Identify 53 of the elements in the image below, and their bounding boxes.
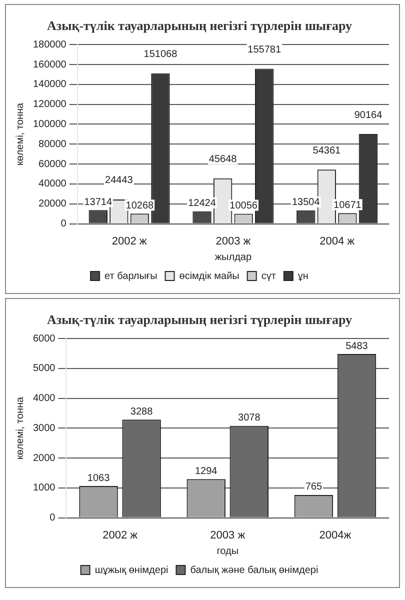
chart-title: Азық-түлік тауарларының негізгі түрлерін шығару — [46, 18, 353, 34]
legend-label: балық және балық өнімдері — [190, 564, 318, 576]
y-tick-label: 180000 — [32, 39, 67, 50]
x-axis-title: годы — [216, 546, 239, 557]
y-tick-label: 2000 — [32, 452, 56, 464]
x-tick-label: 2004ж — [319, 529, 352, 542]
legend-label: ұн — [298, 270, 308, 282]
y-axis-title: көлемі, тонна — [14, 396, 26, 460]
data-label: 24443 — [105, 175, 134, 186]
data-label: 10268 — [126, 200, 154, 212]
x-tick-label: 2003 ж — [216, 235, 252, 248]
y-tick-label: 4000 — [32, 393, 56, 404]
x-axis-title: жылдар — [214, 252, 252, 263]
y-tick-label: 120000 — [32, 99, 67, 110]
data-label: 3288 — [130, 406, 154, 418]
legend-label: өсімдік майы — [179, 270, 240, 282]
legend-label: сүт — [261, 270, 276, 282]
data-label: 45648 — [208, 154, 238, 166]
y-tick-label: 0 — [60, 218, 67, 230]
data-label: 5483 — [346, 340, 368, 352]
data-label: 10671 — [334, 200, 362, 211]
y-tick-label: 80000 — [38, 138, 67, 150]
data-label: 90164 — [354, 110, 383, 121]
data-label: 1294 — [194, 466, 218, 477]
y-tick-label: 0 — [50, 512, 56, 524]
y-axis-title: көлемі, тонна — [14, 102, 26, 166]
y-tick-label: 100000 — [32, 118, 67, 130]
y-tick-label: 20000 — [38, 198, 67, 210]
data-label: 13504 — [292, 197, 320, 208]
data-label: 12424 — [188, 198, 216, 210]
data-label: 3078 — [238, 412, 261, 424]
data-label: 54361 — [312, 145, 342, 156]
data-label: 13714 — [84, 196, 112, 208]
chart-title: Азық-түлік тауарларының негізгі түрлерін шығару — [46, 312, 353, 328]
data-label: 765 — [305, 482, 322, 493]
data-label: 155781 — [248, 44, 282, 56]
y-tick-label: 3000 — [32, 422, 56, 434]
y-tick-label: 6000 — [32, 333, 56, 344]
y-tick-label: 140000 — [32, 79, 67, 90]
y-tick-label: 5000 — [32, 363, 56, 374]
y-tick-label: 40000 — [38, 178, 67, 190]
data-label: 151068 — [144, 49, 178, 60]
y-tick-label: 160000 — [32, 59, 67, 70]
legend-label: ет барлығы — [104, 270, 158, 282]
data-label: 10056 — [230, 200, 258, 212]
x-tick-label: 2002 ж — [102, 529, 138, 542]
y-tick-label: 1000 — [32, 482, 56, 494]
data-label: 1063 — [87, 472, 110, 484]
x-tick-label: 2004 ж — [320, 235, 356, 248]
x-tick-label: 2002 ж — [112, 235, 148, 248]
legend-label: шұжық өнімдері — [94, 564, 168, 576]
y-tick-label: 60000 — [38, 158, 67, 170]
x-tick-label: 2003 ж — [210, 529, 246, 542]
